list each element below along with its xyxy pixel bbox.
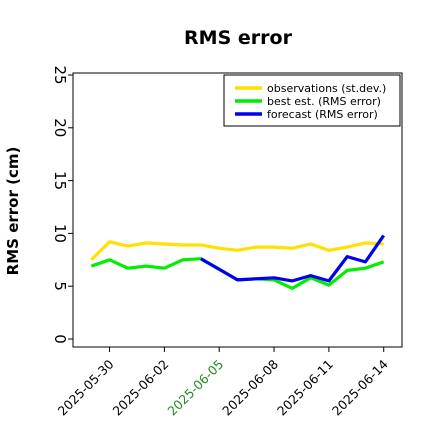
y-tick-label: 5 <box>51 281 69 291</box>
series-line-3 <box>200 234 386 283</box>
legend-label: forecast (RMS error) <box>267 108 378 121</box>
y-tick-label: 10 <box>51 224 69 243</box>
series-line-2 <box>90 257 385 290</box>
plot-area <box>72 72 403 348</box>
legend-label: observations (st.dev.) <box>267 82 386 95</box>
legend-label: best est. (RMS error) <box>267 95 381 108</box>
legend: observations (st.dev.)best est. (RMS err… <box>223 74 401 127</box>
series-line-1 <box>90 240 384 261</box>
x-tick-label: 2025-06-14 <box>329 356 391 418</box>
x-tick-label: 2025-06-11 <box>274 357 336 419</box>
y-tick-label: 20 <box>51 118 69 137</box>
y-tick-label: 25 <box>51 65 69 84</box>
y-axis-label: RMS error (cm) <box>4 147 22 276</box>
chart-title: RMS error <box>184 27 293 49</box>
y-ticks: 0 5 10 15 20 25 <box>51 65 73 344</box>
x-tick-label: 2025-05-30 <box>55 356 117 418</box>
x-tick-label: 2025-06-08 <box>219 356 281 418</box>
y-tick-label: 0 <box>51 334 69 344</box>
x-tick-label: 2025-06-02 <box>110 357 172 419</box>
series-lines <box>90 234 386 290</box>
x-tick-label: 2025-06-05 <box>164 357 226 419</box>
y-tick-label: 15 <box>51 171 69 190</box>
x-ticks: 2025-05-302025-06-022025-06-052025-06-08… <box>55 347 391 418</box>
